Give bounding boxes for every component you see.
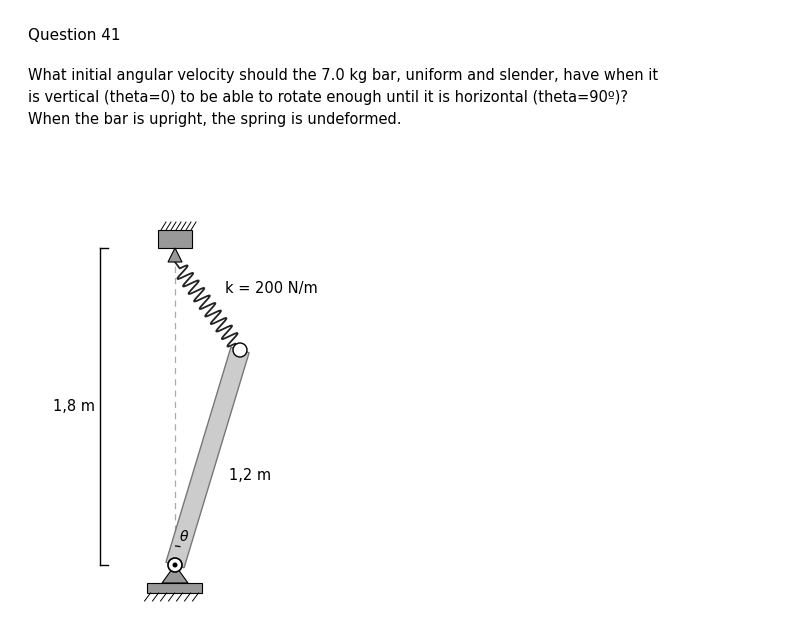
Circle shape: [173, 563, 177, 568]
Text: is vertical (theta=0) to be able to rotate enough until it is horizontal (theta=: is vertical (theta=0) to be able to rota…: [28, 90, 628, 105]
Bar: [147, 583, 203, 593]
Text: 1,2 m: 1,2 m: [229, 468, 272, 483]
Text: 1,8 m: 1,8 m: [53, 399, 95, 414]
Text: What initial angular velocity should the 7.0 kg bar, uniform and slender, have w: What initial angular velocity should the…: [28, 68, 658, 83]
Bar: [158, 230, 192, 248]
Text: θ: θ: [180, 530, 188, 544]
Text: Question 41: Question 41: [28, 28, 121, 43]
Circle shape: [233, 343, 247, 357]
Text: When the bar is upright, the spring is undeformed.: When the bar is upright, the spring is u…: [28, 112, 402, 127]
Polygon shape: [168, 248, 182, 262]
Polygon shape: [162, 565, 188, 583]
Polygon shape: [166, 347, 249, 568]
Text: k = 200 N/m: k = 200 N/m: [225, 281, 318, 295]
Circle shape: [168, 558, 182, 572]
